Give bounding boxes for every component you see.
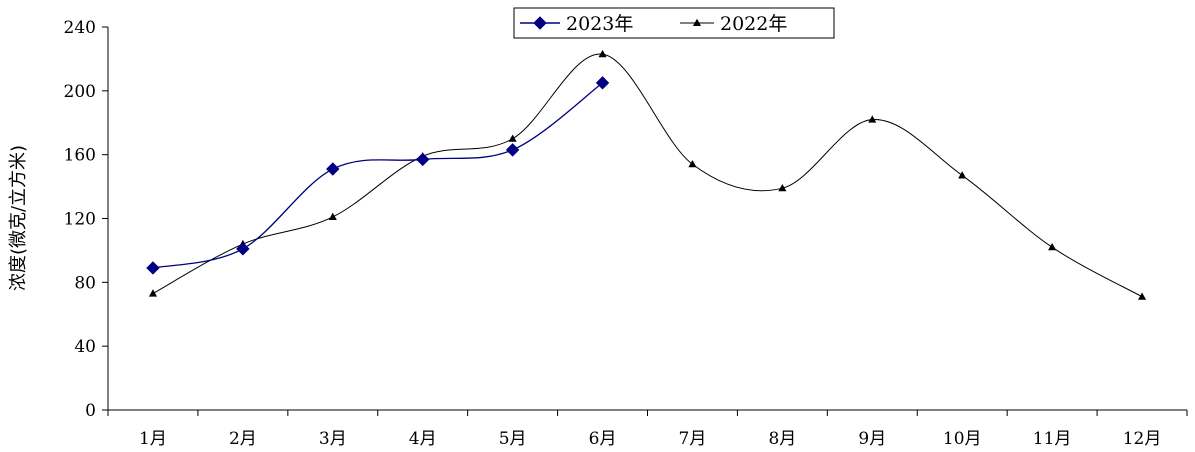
legend-label: 2023年	[566, 13, 633, 35]
chart-axes: 0 40 80 120 160 200 240 1月 2月 3月 4月 5月 6月 7月 8月 9月 10月 11…	[64, 18, 1188, 449]
y-tick-label: 120	[64, 210, 96, 230]
y-tick-label: 240	[64, 18, 96, 38]
data-point-diamond	[533, 16, 547, 30]
y-tick-label: 40	[74, 337, 96, 357]
data-point-triangle	[328, 212, 337, 220]
x-tick-label: 6月	[589, 429, 617, 449]
y-tick-label: 160	[64, 146, 96, 166]
data-point-diamond	[505, 143, 520, 157]
y-axis-label: 浓度(微克/立方米)	[8, 145, 29, 291]
x-tick-label: 11月	[1033, 429, 1072, 449]
data-point-triangle	[1048, 242, 1057, 251]
series-line	[152, 82, 603, 269]
data-point-triangle	[1137, 292, 1147, 300]
y-tick-label: 200	[64, 82, 96, 102]
data-point-triangle	[598, 49, 607, 58]
series-line	[152, 53, 1143, 298]
data-point-diamond	[595, 76, 610, 90]
data-point-triangle	[692, 18, 702, 27]
y-tick-label: 0	[85, 401, 96, 421]
x-tick-label: 12月	[1123, 429, 1162, 449]
x-tick-label: 4月	[409, 429, 437, 449]
x-tick-label: 2月	[229, 429, 257, 449]
data-point-triangle	[778, 183, 787, 192]
data-point-diamond	[146, 261, 160, 275]
chart-legend: 2023年 2022年	[513, 7, 835, 39]
legend-item-2023年: 2023年	[520, 13, 633, 35]
x-tick-label: 8月	[768, 429, 796, 449]
data-point-diamond	[326, 162, 340, 176]
x-tick-label: 5月	[499, 429, 527, 449]
legend-label: 2022年	[720, 13, 787, 35]
x-tick-label: 10月	[943, 429, 982, 449]
legend-item-2022年: 2022年	[680, 13, 787, 35]
data-point-diamond	[416, 152, 430, 167]
x-tick-label: 3月	[319, 429, 347, 449]
data-point-triangle	[148, 289, 158, 297]
data-point-triangle	[958, 171, 967, 179]
series-layer	[146, 49, 1147, 300]
x-tick-label: 1月	[139, 429, 167, 449]
y-tick-label: 80	[74, 273, 96, 293]
data-point-triangle	[868, 115, 877, 123]
legend-box	[513, 7, 835, 39]
data-point-triangle	[508, 134, 517, 142]
data-point-diamond	[236, 242, 250, 256]
series-2023年	[146, 76, 610, 275]
series-2022年	[148, 49, 1147, 300]
x-tick-label: 9月	[858, 429, 886, 449]
data-point-triangle	[688, 160, 697, 168]
x-tick-label: 7月	[679, 429, 707, 449]
